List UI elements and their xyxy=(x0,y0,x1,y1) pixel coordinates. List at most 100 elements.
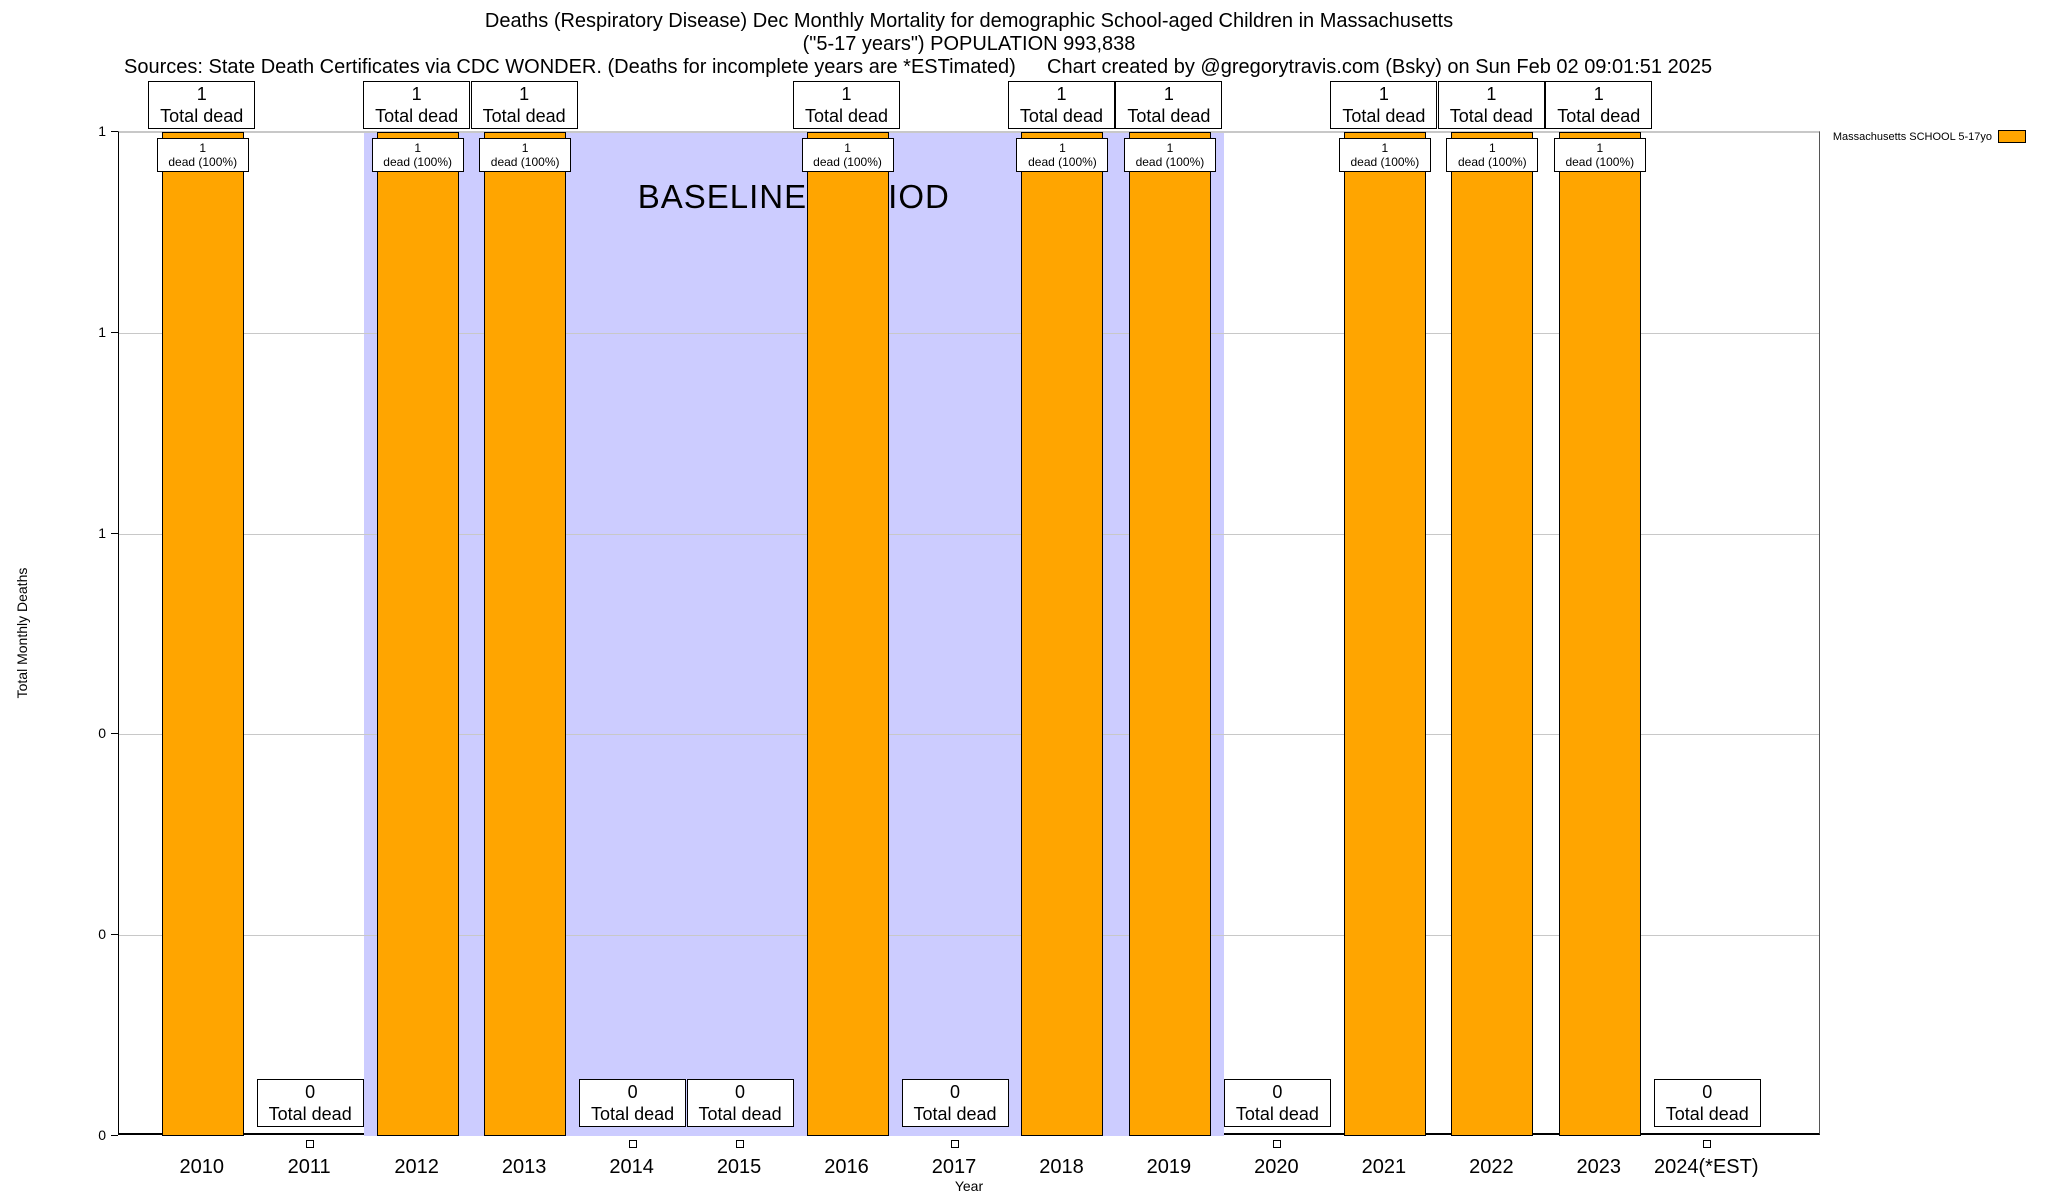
x-axis-tick-label-2020: 2020 xyxy=(1254,1156,1299,1178)
x-axis-tick-label-2010: 2010 xyxy=(179,1156,224,1178)
bar-value-box-2018: 1 dead (100%) xyxy=(1016,138,1109,172)
total-dead-label: Total dead xyxy=(268,1104,352,1124)
bar-2016: 1 dead (100%) xyxy=(801,132,894,1136)
zero-value-marker-2017 xyxy=(951,1140,959,1148)
total-dead-label: Total dead xyxy=(591,1104,675,1124)
legend: Massachusetts SCHOOL 5-17yo xyxy=(1833,130,2026,143)
zero-value-marker-2011 xyxy=(306,1140,315,1148)
legend-series-label: Massachusetts SCHOOL 5-17yo xyxy=(1832,130,1992,143)
total-dead-label: Total dead xyxy=(1235,1104,1319,1124)
x-axis-tick-label-2014: 2014 xyxy=(609,1156,654,1178)
total-dead-label: Total dead xyxy=(1665,1104,1749,1124)
total-dead-box-2021: 1 Total dead xyxy=(1330,81,1438,129)
x-axis-tick-label-2019: 2019 xyxy=(1146,1156,1192,1178)
y-axis-tick-label: 0 xyxy=(98,1127,106,1143)
y-axis-tick-mark xyxy=(111,331,118,333)
total-dead-label: Total dead xyxy=(1557,106,1641,126)
y-axis-title: Total Monthly Deaths xyxy=(14,567,30,699)
total-dead-label: Total dead xyxy=(375,106,459,126)
bar-value-box-2023: 1 dead (100%) xyxy=(1553,138,1646,172)
zero-value-marker-2014 xyxy=(628,1140,637,1148)
total-dead-box-2015: 0 Total dead xyxy=(686,1079,794,1127)
y-axis-tick-mark xyxy=(111,1135,118,1136)
total-dead-box-2022: 1 Total dead xyxy=(1437,81,1545,129)
total-dead-box-2018: 1 Total dead xyxy=(1007,81,1115,129)
total-dead-label: Total dead xyxy=(1449,106,1533,126)
bar-value-count: 1 xyxy=(414,141,421,155)
bar-value-box-2012: 1 dead (100%) xyxy=(371,138,464,172)
bar-value-percent: dead (100%) xyxy=(383,155,453,169)
total-dead-box-2016: 1 Total dead xyxy=(793,81,901,129)
total-dead-count: 1 xyxy=(1486,84,1497,104)
total-dead-box-2017: 0 Total dead xyxy=(901,1079,1009,1127)
total-dead-count: 0 xyxy=(735,1082,746,1102)
y-axis-tick-label: 1 xyxy=(98,524,106,541)
bar-value-percent: dead (100%) xyxy=(490,155,560,169)
bar-2023: 1 dead (100%) xyxy=(1553,132,1646,1136)
bar-value-box-2013: 1 dead (100%) xyxy=(479,138,572,172)
bar-2013: 1 dead (100%) xyxy=(479,132,572,1136)
credit-note: Chart created by @gregorytravis.com (Bsk… xyxy=(1047,56,1713,78)
total-dead-box-2011: 0 Total dead xyxy=(256,1079,364,1127)
bar-value-percent: dead (100%) xyxy=(813,155,882,169)
total-dead-label: Total dead xyxy=(482,106,566,126)
plot-area: BASELINE PERIOD 1 dead (100%) 0 Total dead 1 d… xyxy=(118,131,1820,1148)
bar-value-percent: dead (100%) xyxy=(1135,155,1205,169)
bar-2012: 1 dead (100%) xyxy=(371,132,464,1136)
total-dead-count: 1 xyxy=(841,84,852,104)
total-dead-label: Total dead xyxy=(804,106,889,126)
zero-value-marker-2024(*EST) xyxy=(1703,1140,1712,1148)
bar-value-box-2010: 1 dead (100%) xyxy=(156,138,249,172)
zero-value-marker-2015 xyxy=(736,1140,745,1148)
bar-2022: 1 dead (100%) xyxy=(1446,132,1539,1136)
gridline-horizontal xyxy=(119,734,1819,736)
y-axis-tick-label: 0 xyxy=(98,926,106,943)
bar-value-percent: dead (100%) xyxy=(1028,155,1097,169)
total-dead-count: 1 xyxy=(1593,84,1604,104)
total-dead-box-2024(*EST): 0 Total dead xyxy=(1653,1079,1761,1127)
x-axis-tick-label-2022: 2022 xyxy=(1469,1156,1514,1178)
bar-2021: 1 dead (100%) xyxy=(1338,132,1431,1136)
bar-value-box-2021: 1 dead (100%) xyxy=(1338,138,1431,172)
total-dead-box-2010: 1 Total dead xyxy=(148,81,256,129)
bar-value-count: 1 xyxy=(521,141,529,155)
gridline-horizontal xyxy=(119,332,1819,334)
x-axis-title: Year xyxy=(954,1178,984,1194)
bar-value-count: 1 xyxy=(1488,141,1496,155)
y-axis-tick-label: 0 xyxy=(98,725,106,742)
total-dead-count: 1 xyxy=(1378,84,1389,104)
y-axis-tick-label: 1 xyxy=(98,323,106,340)
y-axis-tick-mark xyxy=(111,131,118,132)
y-axis-tick-mark xyxy=(111,532,118,534)
gridline-horizontal xyxy=(119,132,1819,133)
zero-value-marker-2020 xyxy=(1273,1140,1282,1148)
total-dead-count: 1 xyxy=(1163,84,1174,104)
x-axis-tick-label-2015: 2015 xyxy=(716,1156,762,1178)
total-dead-label: Total dead xyxy=(913,1104,997,1124)
total-dead-count: 1 xyxy=(1056,84,1067,104)
total-dead-count: 0 xyxy=(305,1082,316,1102)
total-dead-box-2020: 0 Total dead xyxy=(1223,1079,1331,1127)
total-dead-count: 0 xyxy=(627,1082,638,1102)
total-dead-label: Total dead xyxy=(1127,106,1211,126)
x-axis-tick-label-2024(*EST): 2024(*EST) xyxy=(1654,1156,1759,1178)
bar-value-count: 1 xyxy=(1059,141,1066,155)
total-dead-label: Total dead xyxy=(698,1104,782,1124)
bar-value-count: 1 xyxy=(1596,141,1604,155)
gridline-horizontal xyxy=(119,935,1819,937)
x-axis-tick-label-2021: 2021 xyxy=(1361,1156,1407,1178)
bar-value-percent: dead (100%) xyxy=(1457,155,1527,169)
total-dead-count: 0 xyxy=(949,1082,960,1102)
total-dead-box-2023: 1 Total dead xyxy=(1545,81,1653,129)
total-dead-count: 1 xyxy=(411,84,422,104)
bar-value-count: 1 xyxy=(844,141,851,155)
bar-2019: 1 dead (100%) xyxy=(1123,132,1216,1136)
total-dead-box-2012: 1 Total dead xyxy=(363,81,471,129)
bar-value-percent: dead (100%) xyxy=(1565,155,1635,169)
total-dead-label: Total dead xyxy=(1342,106,1426,126)
chart-title: Deaths (Respiratory Disease) Dec Monthly… xyxy=(484,10,1454,32)
legend-swatch-icon xyxy=(1998,130,2026,143)
x-axis-tick-label-2012: 2012 xyxy=(394,1156,439,1178)
bar-value-box-2022: 1 dead (100%) xyxy=(1446,138,1539,172)
